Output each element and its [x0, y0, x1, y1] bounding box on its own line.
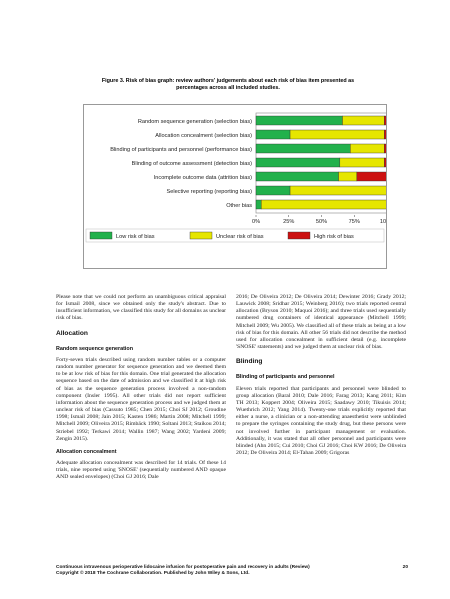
bar-segment-high-risk-of-bias [356, 171, 386, 182]
bar-segment-unclear-risk-of-bias [289, 129, 385, 140]
bar-segment-high-risk-of-bias [384, 143, 386, 154]
subheading-random-sequence: Random sequence generation [56, 345, 133, 352]
x-tick-label: 0% [252, 219, 260, 225]
bar-segment-low-risk-of-bias [255, 171, 339, 182]
left-column: Please note that we could not perform an… [56, 294, 226, 484]
category-label: Allocation concealment (selection bias) [155, 133, 252, 139]
critical-appraisal-note: Please note that we could not perform an… [56, 294, 227, 322]
bar-segment-unclear-risk-of-bias [350, 143, 385, 154]
section-heading-allocation: Allocation [56, 329, 88, 337]
allocation-continued-paragraph: 2016; De Oliveira 2012; De Oliveira 2014… [236, 294, 406, 351]
category-label: Blinding of outcome assessment (detectio… [132, 161, 252, 167]
footer-copyright: Copyright © 2018 The Cochrane Collaborat… [56, 571, 250, 576]
bar-segment-unclear-risk-of-bias [338, 171, 358, 182]
legend-label: Unclear risk of bias [216, 234, 264, 240]
bar-segment-unclear-risk-of-bias [289, 185, 386, 196]
x-tick-label: 50% [316, 219, 327, 225]
legend-swatch [189, 231, 213, 240]
subheading-blinding-participants: Blinding of participants and personnel [236, 374, 335, 381]
figure-caption-line-1: Figure 3. Risk of bias graph: review aut… [101, 78, 355, 84]
legend-swatch [89, 231, 113, 240]
x-tick-label: 75% [349, 219, 360, 225]
bar-segment-high-risk-of-bias [384, 157, 386, 168]
bar-segment-unclear-risk-of-bias [339, 157, 385, 168]
bar-segment-low-risk-of-bias [255, 129, 291, 140]
bar-segment-unclear-risk-of-bias [342, 115, 385, 126]
bar-segment-high-risk-of-bias [384, 115, 386, 126]
page-footer: Continuous intravenous perioperative lid… [56, 565, 408, 577]
figure-caption: Figure 3. Risk of bias graph: review aut… [86, 78, 370, 92]
bar-segment-low-risk-of-bias [255, 185, 291, 196]
bar-segment-high-risk-of-bias [384, 129, 386, 140]
bar-segment-unclear-risk-of-bias [261, 199, 386, 210]
figure-caption-line-2: percentages across all included studies. [176, 85, 280, 91]
bar-segment-low-risk-of-bias [255, 115, 343, 126]
bar-segment-low-risk-of-bias [255, 157, 341, 168]
category-label: Blinding of participants and personnel (… [110, 147, 252, 153]
category-label: Random sequence generation (selection bi… [138, 119, 252, 125]
risk-of-bias-figure: Random sequence generation (selection bi… [83, 104, 387, 269]
footer-title: Continuous intravenous perioperative lid… [56, 565, 310, 570]
bar-segment-low-risk-of-bias [255, 143, 351, 154]
bar-segment-low-risk-of-bias [255, 199, 262, 210]
category-label: Selective reporting (reporting bias) [166, 189, 252, 195]
legend-frame [85, 228, 385, 243]
category-label: Other bias [226, 203, 252, 209]
right-column: 2016; De Oliveira 2012; De Oliveira 2014… [236, 294, 406, 460]
allocation-concealment-paragraph: Adequate allocation concealment was desc… [56, 459, 226, 481]
legend-label: High risk of bias [314, 234, 354, 240]
section-heading-blinding: Blinding [236, 358, 263, 366]
blinding-participants-paragraph: Eleven trials reported that participants… [236, 385, 406, 456]
risk-of-bias-chart: Random sequence generation (selection bi… [85, 112, 386, 243]
random-sequence-paragraph: Forty-seven trials described using rando… [56, 356, 226, 442]
category-label: Incomplete outcome data (attrition bias) [154, 175, 252, 181]
x-tick-label: 100% [380, 219, 386, 225]
x-tick-label: 25% [283, 219, 294, 225]
legend-label: Low risk of bias [116, 234, 155, 240]
subheading-allocation-concealment: Allocation concealment [56, 448, 117, 455]
legend-swatch [287, 231, 311, 240]
page-number: 20 [402, 565, 408, 570]
